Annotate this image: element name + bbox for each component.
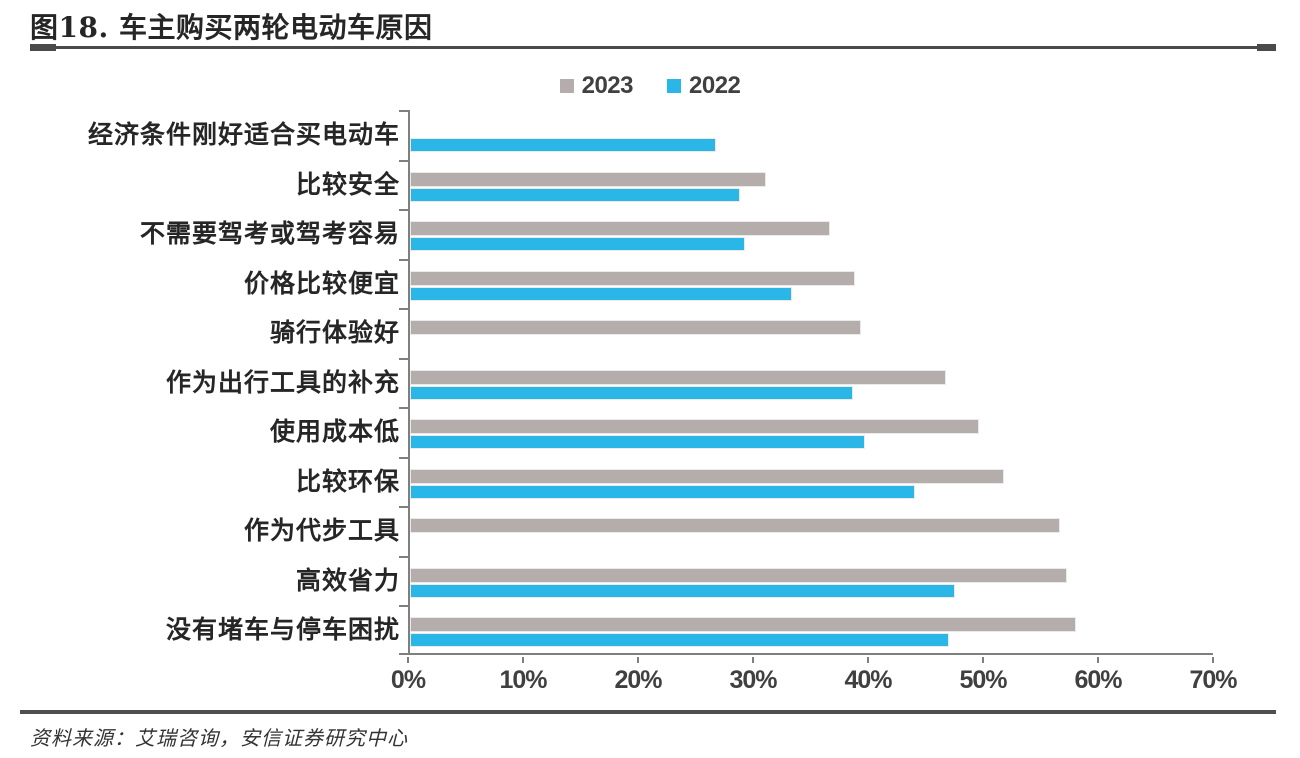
bar-2022 [410,385,853,400]
x-axis-tick [1097,657,1099,663]
category-axis-tick [399,506,408,509]
category-label: 作为出行工具的补充 [165,367,400,397]
legend-item-2023: 2023 [559,72,634,100]
x-tick-label: 60% [1074,666,1122,694]
category-label: 价格比较便宜 [243,268,400,298]
plot-area [399,110,1213,655]
category-label: 比较环保 [295,466,400,496]
x-axis: 0% 10% 20% 30% 40% 50% 60% 70% [391,657,1238,699]
bar-2023 [410,369,946,385]
category-axis-tick [399,555,408,558]
legend-swatch-2022 [667,79,681,93]
x-tick-label: 70% [1189,666,1237,694]
category-axis-tick [399,209,408,212]
x-axis-tick [1212,657,1214,663]
bar-2023 [410,419,979,435]
category-axis-tick [399,308,408,311]
x-tick-label: 10% [499,666,547,694]
chart-legend: 2023 2022 [0,72,1300,100]
bar-2022 [410,484,915,499]
x-tick-label: 50% [959,666,1007,694]
x-tick-label: 30% [729,666,777,694]
category-axis-tick [399,456,408,459]
x-axis-tick [637,657,639,663]
category-label: 骑行体验好 [269,318,400,348]
legend-swatch-2023 [559,79,574,93]
x-axis-tick [522,657,524,663]
category-axis-tick [399,258,408,261]
x-tick-label: 20% [614,666,662,694]
header-rule [30,44,1276,51]
bar-2023 [410,567,1068,583]
category-label: 没有堵车与停车困扰 [165,615,400,645]
x-axis-tick [867,657,869,663]
category-label: 比较安全 [295,169,400,199]
x-axis-tick [407,657,409,663]
footer-rule [20,710,1276,714]
category-axis-tick [399,653,408,655]
header-rule-right-cap [1257,44,1276,51]
bar-2023 [410,320,861,336]
legend-item-2022: 2022 [667,72,741,100]
legend-label-2022: 2022 [689,72,741,99]
bar-2022 [410,286,792,301]
category-axis-tick [399,159,408,162]
bar-2023 [410,221,830,237]
category-label: 作为代步工具 [243,516,400,546]
bar-2023 [410,270,856,286]
bar-2023 [410,518,1061,534]
category-axis-tick [399,110,408,112]
category-label: 高效省力 [295,565,400,595]
x-tick-label: 0% [390,666,426,694]
bar-2022 [410,138,717,152]
category-label: 使用成本低 [269,417,400,447]
category-label: 不需要驾考或驾考容易 [139,219,400,249]
category-axis-tick [399,357,408,360]
category-label: 经济条件刚好适合买电动车 [87,120,400,149]
header-rule-left-cap [30,44,56,51]
category-axis-labels: 经济条件刚好适合买电动车比较安全不需要驾考或驾考容易价格比较便宜骑行体验好作为出… [20,110,400,655]
figure-title: 图18. 车主购买两轮电动车原因 [30,11,433,44]
bar-2022 [410,435,866,450]
category-axis-tick [399,605,408,608]
bar-2022 [410,633,950,648]
bar-2022 [410,583,955,598]
bar-2023 [410,468,1005,484]
category-axis-tick [399,407,408,410]
source-note: 资料来源：艾瑞咨询，安信证券研究中心 [30,726,408,750]
x-axis-tick [982,657,984,663]
bar-2022 [410,187,741,202]
x-axis-tick [752,657,754,663]
bar-2023 [410,171,766,187]
x-tick-label: 40% [844,666,892,694]
legend-label-2023: 2023 [581,72,634,99]
bar-2022 [410,237,745,252]
bar-2023 [410,617,1077,633]
